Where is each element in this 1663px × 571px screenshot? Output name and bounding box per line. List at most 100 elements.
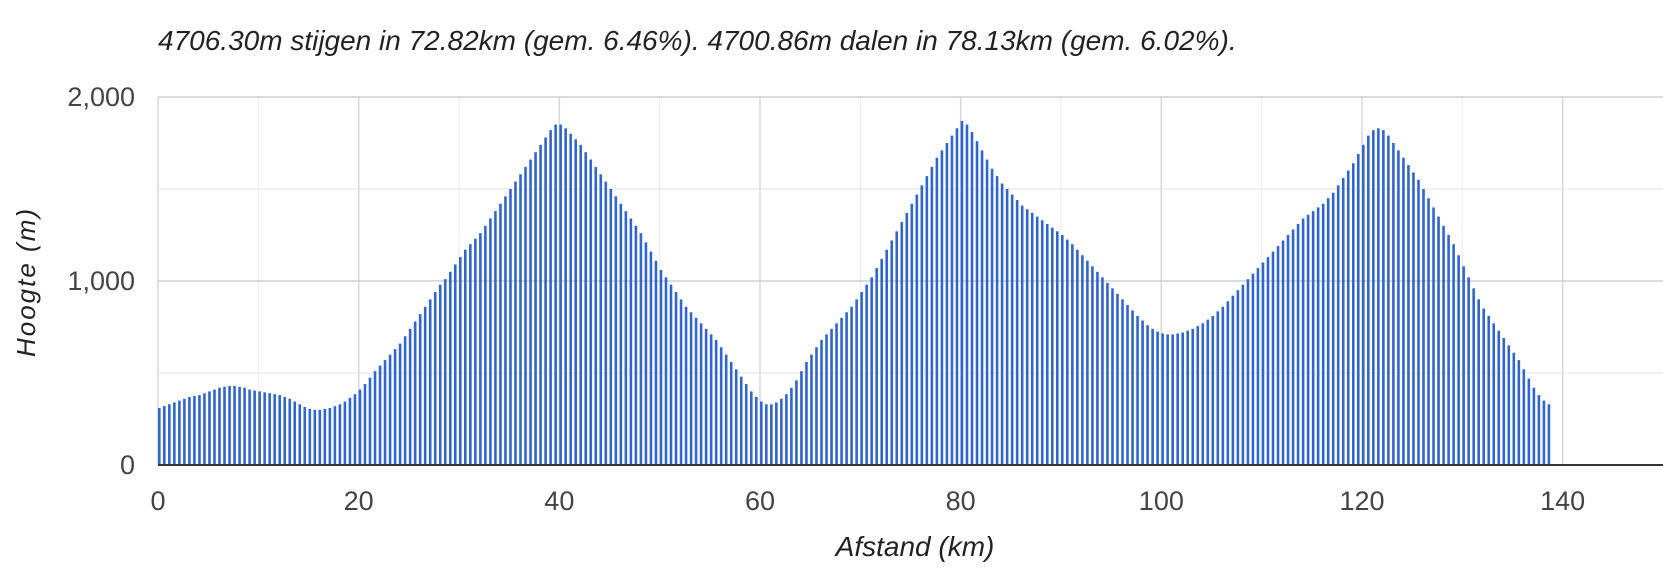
elevation-bar xyxy=(619,203,623,465)
elevation-bar xyxy=(1392,143,1395,465)
elevation-bar xyxy=(895,231,899,465)
elevation-bar xyxy=(1010,194,1014,465)
elevation-bar xyxy=(1326,198,1330,465)
elevation-bar xyxy=(318,409,322,465)
elevation-bar xyxy=(760,401,763,465)
elevation-bar xyxy=(1231,295,1235,465)
elevation-bar xyxy=(1407,165,1410,465)
elevation-bar xyxy=(1241,284,1245,465)
elevation-bar xyxy=(980,150,984,466)
elevation-bar xyxy=(464,249,467,465)
elevation-bar xyxy=(1040,220,1044,465)
elevation-bar xyxy=(228,385,231,465)
elevation-bar xyxy=(629,218,633,465)
elevation-bar xyxy=(1382,130,1385,465)
elevation-bar xyxy=(624,211,628,465)
x-tick-label: 0 xyxy=(150,486,165,516)
elevation-bar xyxy=(1061,235,1064,465)
elevation-bar xyxy=(1547,404,1551,465)
elevation-bar xyxy=(1196,326,1200,465)
elevation-bar xyxy=(1005,189,1009,465)
elevation-bar xyxy=(1206,319,1210,465)
elevation-bar xyxy=(1025,209,1029,465)
elevation-bar xyxy=(1387,135,1390,465)
elevation-bar xyxy=(644,242,648,465)
elevation-bar xyxy=(1512,352,1516,465)
elevation-bar xyxy=(1437,216,1440,465)
elevation-bar xyxy=(599,174,603,465)
elevation-bar xyxy=(684,306,688,465)
elevation-bar xyxy=(609,189,613,465)
elevation-bar xyxy=(830,328,833,465)
elevation-bar xyxy=(1261,262,1265,465)
elevation-bar xyxy=(243,387,246,465)
elevation-bar xyxy=(1372,130,1375,465)
elevation-bar xyxy=(514,181,517,465)
elevation-bar xyxy=(1367,135,1370,465)
elevation-bar xyxy=(539,144,542,465)
x-tick-label: 40 xyxy=(544,486,574,516)
elevation-bar xyxy=(1236,290,1240,465)
elevation-bar xyxy=(448,271,452,465)
elevation-bar xyxy=(403,336,407,465)
elevation-bar xyxy=(1156,331,1159,465)
elevation-bar xyxy=(348,397,352,465)
elevation-bar xyxy=(1276,246,1280,465)
elevation-bar xyxy=(1266,257,1270,465)
elevation-bar xyxy=(754,396,758,465)
elevation-bar xyxy=(674,292,678,465)
elevation-bar xyxy=(1161,333,1164,465)
elevation-bar xyxy=(729,361,733,465)
elevation-bar xyxy=(343,401,347,465)
elevation-bar xyxy=(564,128,567,465)
elevation-bar xyxy=(1462,266,1465,465)
elevation-bar xyxy=(1106,282,1109,465)
elevation-bar xyxy=(459,257,462,465)
elevation-bar xyxy=(805,361,808,465)
elevation-bar xyxy=(328,407,332,465)
elevation-bar xyxy=(313,409,317,465)
elevation-bar xyxy=(1126,304,1129,465)
elevation-bar xyxy=(1296,223,1300,465)
elevation-bar xyxy=(433,292,437,465)
elevation-bar xyxy=(1216,311,1220,465)
elevation-bar xyxy=(1472,288,1475,465)
elevation-bar xyxy=(168,404,171,465)
elevation-bar xyxy=(494,211,497,465)
elevation-bar xyxy=(815,347,818,465)
elevation-bar xyxy=(353,394,357,465)
elevation-bar xyxy=(418,314,422,465)
elevation-bar xyxy=(1066,239,1069,465)
elevation-bar xyxy=(1477,299,1480,465)
elevation-bar xyxy=(569,133,572,466)
elevation-bar xyxy=(1136,315,1139,465)
elevation-bar xyxy=(534,152,537,465)
elevation-bar xyxy=(358,389,362,465)
elevation-bar xyxy=(960,120,964,466)
elevation-bar xyxy=(920,185,924,465)
elevation-bar xyxy=(1377,128,1380,465)
elevation-bar xyxy=(308,408,312,465)
elevation-bar xyxy=(173,402,176,465)
elevation-bar xyxy=(383,360,387,465)
elevation-bar xyxy=(208,391,211,465)
elevation-bar xyxy=(268,393,271,465)
elevation-bar xyxy=(709,334,713,465)
elevation-bar xyxy=(659,269,663,465)
elevation-bar xyxy=(970,131,974,465)
elevation-bar xyxy=(955,128,959,465)
elevation-bar xyxy=(263,392,266,465)
elevation-bar xyxy=(1045,223,1049,465)
elevation-bar xyxy=(193,396,196,465)
elevation-bar xyxy=(604,181,608,465)
elevation-bar xyxy=(504,196,507,466)
elevation-bar xyxy=(1447,235,1450,465)
elevation-bar xyxy=(213,389,216,465)
elevation-bar xyxy=(1131,310,1134,465)
elevation-bar xyxy=(820,339,823,465)
elevation-bar xyxy=(453,264,457,465)
elevation-bar xyxy=(1171,334,1174,465)
elevation-bar xyxy=(694,317,698,465)
elevation-bar xyxy=(1316,207,1320,465)
elevation-bar xyxy=(875,268,878,465)
